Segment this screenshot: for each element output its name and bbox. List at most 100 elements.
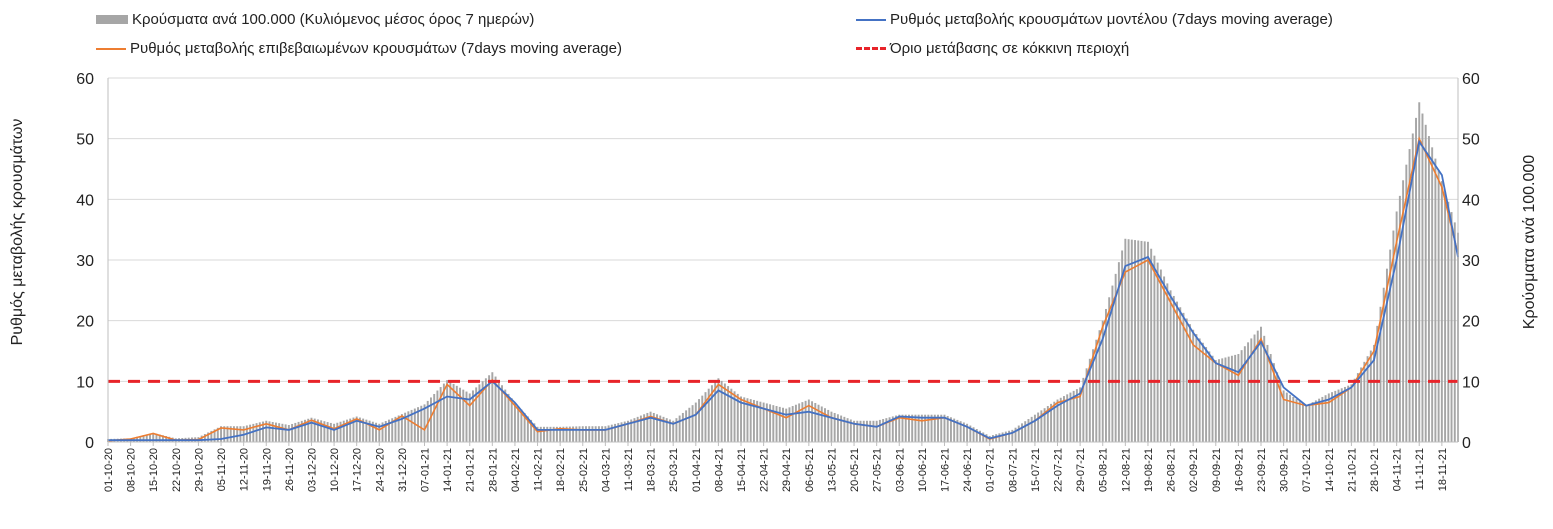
- bar: [333, 423, 336, 442]
- bar: [1311, 402, 1314, 442]
- bar: [291, 423, 294, 442]
- bar: [685, 410, 688, 442]
- bar: [1130, 239, 1133, 442]
- bar: [1017, 425, 1020, 442]
- bar: [901, 414, 904, 442]
- x-tick-label: 29-10-20: [193, 448, 205, 492]
- bar: [158, 434, 161, 442]
- x-tick-label: 15-07-21: [1030, 448, 1042, 492]
- bar: [1079, 387, 1082, 442]
- bar: [1033, 414, 1036, 442]
- bar: [804, 400, 807, 442]
- bar: [720, 380, 723, 442]
- bar: [940, 414, 943, 442]
- bar: [1350, 384, 1353, 442]
- bar: [378, 423, 381, 442]
- bar: [346, 419, 348, 442]
- x-tick-label: 09-09-21: [1211, 448, 1223, 492]
- bar: [1072, 390, 1075, 442]
- bar: [471, 390, 474, 442]
- bar: [226, 426, 229, 442]
- bar: [526, 416, 529, 442]
- bar: [610, 424, 613, 442]
- bar: [1140, 240, 1143, 442]
- bar: [481, 381, 484, 442]
- bar: [1037, 412, 1040, 442]
- bar: [1043, 408, 1046, 442]
- bar: [668, 419, 671, 442]
- x-tick-label: 17-12-20: [352, 448, 364, 492]
- bar: [501, 385, 503, 442]
- bar: [727, 386, 730, 442]
- bar: [597, 426, 600, 442]
- bar: [1085, 368, 1088, 442]
- bar: [807, 399, 810, 442]
- bar: [594, 426, 597, 442]
- x-tick-label: 25-03-21: [668, 448, 680, 492]
- bar: [820, 406, 823, 442]
- bar: [649, 411, 652, 442]
- bar: [710, 385, 713, 442]
- model-swatch: [856, 18, 886, 21]
- bar: [294, 422, 297, 442]
- bar: [575, 426, 578, 442]
- bar: [898, 414, 901, 442]
- bar: [1082, 377, 1085, 442]
- bar: [152, 432, 155, 442]
- bar: [555, 426, 558, 442]
- bar: [1063, 396, 1065, 442]
- bar: [681, 412, 684, 442]
- bar: [1153, 255, 1156, 442]
- bar: [362, 418, 365, 442]
- y-tick-label-left: 0: [85, 435, 94, 452]
- bar: [365, 419, 368, 442]
- y-tick-label-left: 10: [76, 374, 94, 391]
- bar: [446, 380, 449, 442]
- bar: [488, 375, 491, 442]
- bar: [1356, 373, 1359, 442]
- x-tick-label: 29-07-21: [1075, 448, 1087, 492]
- bar: [1415, 117, 1417, 442]
- bar: [520, 409, 523, 442]
- bar: [1024, 421, 1027, 442]
- x-tick-label: 01-04-21: [691, 448, 703, 492]
- bar: [559, 426, 562, 442]
- bar: [539, 426, 542, 442]
- bar: [323, 421, 326, 442]
- bar: [442, 383, 445, 442]
- bar: [1075, 389, 1078, 442]
- bar: [1050, 403, 1053, 442]
- bar: [769, 404, 772, 442]
- model-line: [108, 139, 1459, 442]
- bar: [429, 397, 432, 442]
- bar: [265, 420, 268, 442]
- bar: [959, 421, 962, 442]
- bar: [1176, 301, 1178, 442]
- y-axis-right-ticks: 0 10 20 30 40 50 60: [1462, 71, 1480, 452]
- bar: [1447, 201, 1450, 442]
- bar: [581, 426, 584, 442]
- bar: [1360, 367, 1363, 442]
- bar: [1195, 334, 1198, 442]
- bar: [1272, 363, 1275, 442]
- bar: [491, 372, 494, 442]
- bar: [956, 419, 959, 442]
- x-tick-label: 22-07-21: [1053, 448, 1065, 492]
- bar: [1014, 427, 1017, 442]
- bar: [475, 387, 478, 442]
- bar: [484, 378, 487, 442]
- bar: [1114, 273, 1117, 442]
- bar: [236, 426, 239, 442]
- bar: [1069, 392, 1072, 442]
- bar: [552, 426, 555, 442]
- y-tick-label-left: 60: [76, 71, 94, 88]
- bar: [1234, 354, 1237, 442]
- legend-confirmed: Ρυθμός μεταβολής επιβεβαιωμένων κρουσμάτ…: [96, 40, 622, 57]
- bar: [979, 430, 981, 442]
- bar: [504, 389, 507, 442]
- bar: [1395, 211, 1398, 442]
- bar: [1095, 339, 1098, 442]
- bar: [998, 433, 1001, 442]
- bar: [752, 399, 755, 442]
- bar: [1324, 395, 1327, 442]
